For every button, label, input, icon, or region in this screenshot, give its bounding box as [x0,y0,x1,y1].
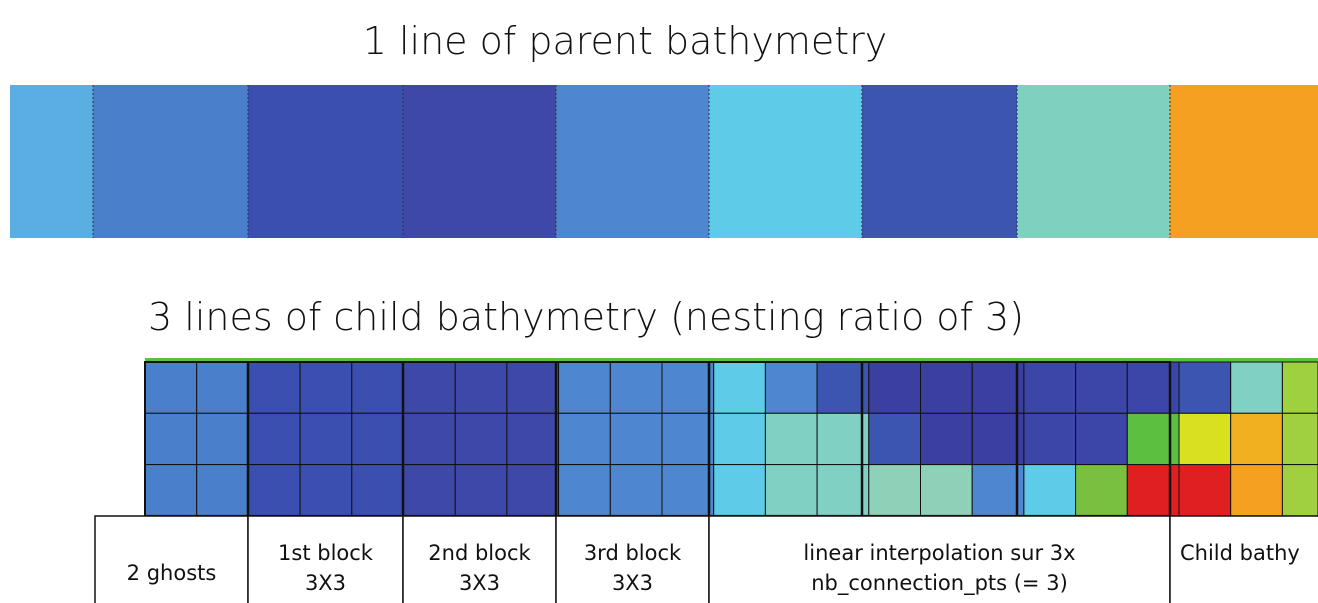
child-cell [1023,464,1077,517]
child-cell [1230,361,1283,414]
child-cell [713,464,766,517]
child-cell [454,464,508,517]
parent-cell [862,85,1017,238]
child-cell [1230,412,1283,466]
child-cell [1178,361,1232,414]
child-cell [1075,361,1128,414]
child-cell [144,412,198,466]
table-cell [402,515,557,603]
child-cell [506,361,560,414]
child-cell [144,464,198,517]
parent-cell [403,85,556,238]
child-cell [351,464,404,517]
cell-label: 3X3 [459,571,500,595]
child-cell [1281,361,1318,414]
cell-label: 3X3 [305,571,346,595]
child-cell [506,412,560,466]
child-cell [403,464,456,517]
parent-cell [10,85,93,238]
child-cell [920,412,973,466]
child-cell [661,464,715,517]
parent-title: 1 line of parent bathymetry [363,19,888,63]
child-cell [764,412,818,466]
child-cell [816,464,870,517]
parent-strip [10,85,1318,238]
child-cell [247,412,301,466]
child-cell [1178,412,1232,466]
parent-cell [248,85,403,238]
cell-label: Child bathy [1180,541,1300,565]
child-cell [454,361,508,414]
parent-cell [709,85,862,238]
table-cell [1169,515,1318,603]
table-cell [555,515,710,603]
child-cell [868,361,921,414]
child-cell [247,464,301,517]
child-cell [1075,464,1128,517]
parent-cell [93,85,248,238]
child-cell [971,412,1025,466]
child-grid [144,358,1318,517]
child-cell [144,361,198,414]
parent-cell [1017,85,1170,238]
cell-label: linear interpolation sur 3x [803,541,1075,565]
child-cell [351,412,404,466]
child-cell [558,361,611,414]
child-cell [1023,361,1077,414]
cell-label: 3X3 [612,571,653,595]
child-cell [609,361,663,414]
parent-cell [1170,85,1318,238]
table-cell [708,515,1171,603]
child-cell [558,412,611,466]
cell-label: 3rd block [584,541,682,565]
child-cell [661,361,715,414]
child-cell [609,464,663,517]
child-cell [609,412,663,466]
cell-label: nb_connection_pts (= 3) [811,571,1068,596]
child-cell [403,412,456,466]
child-cell [661,412,715,466]
table-cell [247,515,404,603]
top-strip [145,358,1318,362]
label-table: 2 ghosts 1st block 3X3 2nd block 3X3 3rd bloc… [94,515,1318,603]
child-cell [764,361,818,414]
child-cell [868,464,921,517]
child-cell [713,361,766,414]
child-cell [816,361,870,414]
child-cell [713,412,766,466]
child-cell [971,464,1025,517]
cell-label: 2 ghosts [127,561,217,585]
child-cell [196,464,249,517]
table-cell [94,515,249,603]
child-cell [351,361,404,414]
child-cell [454,412,508,466]
child-cell [1281,412,1318,466]
child-cell [868,412,921,466]
cell-label: 1st block [278,541,374,565]
child-cell [1230,464,1283,517]
cell-label: 2nd block [428,541,531,565]
child-cell [196,412,249,466]
child-cell [299,412,353,466]
child-cell [1281,464,1318,517]
child-cell [403,361,456,414]
child-cell [1075,412,1128,466]
child-cell [299,464,353,517]
child-cell [196,361,249,414]
child-cell [1178,464,1232,517]
child-cell [920,464,973,517]
child-cell [299,361,353,414]
parent-cell [556,85,709,238]
child-cell [920,361,973,414]
child-cell [558,464,611,517]
child-cell [506,464,560,517]
child-title: 3 lines of child bathymetry (nesting rat… [148,295,1024,339]
child-cell [1023,412,1077,466]
child-cell [247,361,301,414]
child-cell [764,464,818,517]
